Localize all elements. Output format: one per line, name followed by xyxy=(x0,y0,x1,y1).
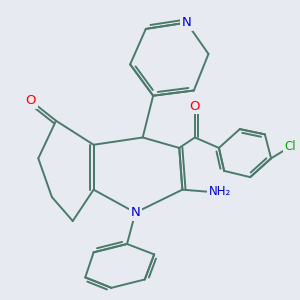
Text: Cl: Cl xyxy=(284,140,296,153)
Text: N: N xyxy=(182,16,191,29)
Text: N: N xyxy=(130,206,140,219)
Text: O: O xyxy=(26,94,36,107)
Text: O: O xyxy=(190,100,200,112)
Text: NH₂: NH₂ xyxy=(208,185,231,198)
